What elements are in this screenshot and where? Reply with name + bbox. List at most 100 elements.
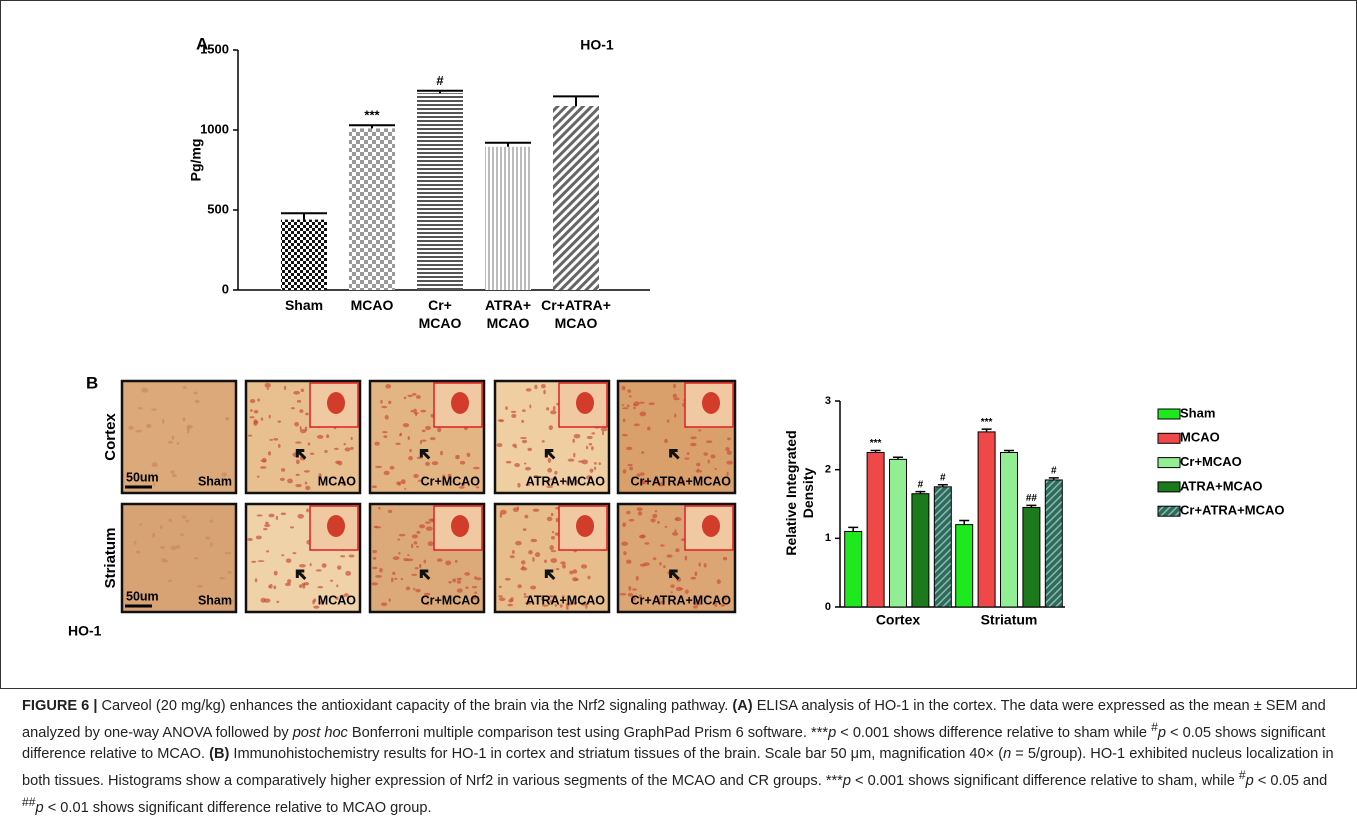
bar: [349, 128, 395, 290]
cell: [299, 409, 303, 413]
cell: [182, 515, 187, 518]
cell: [390, 466, 395, 470]
cell: [602, 431, 604, 436]
caption: FIGURE 6 | Carveol (20 mg/kg) enhances t…: [22, 696, 1337, 819]
cell: [581, 564, 587, 569]
cell: [657, 521, 660, 524]
cell: [560, 561, 565, 564]
cell: [626, 511, 631, 515]
cell: [569, 570, 573, 574]
cell: [308, 442, 311, 445]
cell: [293, 391, 300, 395]
cell: [276, 601, 279, 603]
cell: [295, 441, 302, 443]
cell: [345, 447, 351, 451]
cell: [673, 394, 677, 398]
caption-text: Bonferroni multiple comparison test usin…: [348, 725, 828, 741]
cell: [250, 409, 253, 412]
cell: [623, 419, 626, 423]
cell: [268, 451, 271, 455]
x-tick-label: Striatum: [981, 612, 1038, 628]
cell: [257, 398, 260, 401]
cell: [551, 513, 554, 516]
cell: [299, 564, 306, 568]
cell: [268, 514, 274, 518]
cell: [650, 518, 655, 522]
cell: [141, 388, 148, 393]
cell: [384, 471, 390, 475]
cell: [408, 436, 410, 440]
cell: [205, 536, 210, 539]
cell: [649, 402, 655, 405]
cell: [647, 427, 650, 431]
cell: [411, 410, 414, 412]
cell: [224, 552, 231, 554]
y-tick-label: 1: [825, 532, 831, 544]
cell: [399, 534, 406, 536]
bar: [1023, 507, 1040, 607]
cell: [310, 453, 314, 455]
cell: [322, 563, 327, 568]
error-bar: [417, 91, 463, 93]
cell: [622, 407, 629, 409]
cell: [660, 544, 665, 546]
cell: [337, 565, 341, 569]
legend-swatch: [1158, 458, 1180, 468]
cell: [672, 532, 678, 536]
cell: [574, 434, 581, 439]
cell: [407, 395, 412, 398]
cell: [549, 425, 553, 430]
cell: [378, 507, 381, 509]
caption-text: #: [1151, 720, 1158, 734]
cell: [371, 582, 378, 585]
cell: [195, 400, 200, 403]
cell: [704, 563, 707, 568]
cell: [586, 446, 588, 450]
cell: [473, 467, 480, 470]
cell: [411, 544, 413, 549]
cell: [404, 488, 406, 490]
cell: [415, 589, 420, 592]
cell: [250, 399, 256, 403]
cell: [641, 451, 644, 453]
bar: [417, 93, 463, 290]
y-tick-label: 500: [207, 201, 229, 216]
cell: [497, 443, 503, 447]
cell: [135, 430, 142, 433]
cell: [209, 520, 213, 523]
cell: [396, 482, 400, 485]
cell: [510, 555, 515, 558]
cell: [627, 464, 632, 466]
cell: [457, 588, 463, 592]
cell: [338, 461, 343, 466]
significance-label: ***: [981, 417, 993, 428]
cell: [708, 460, 710, 464]
cell: [412, 393, 417, 396]
cell: [397, 538, 400, 540]
bar: [912, 494, 929, 607]
cell: [714, 468, 716, 470]
cell: [381, 406, 387, 408]
cell: [517, 483, 520, 488]
column-label: Cr+MCAO: [421, 593, 481, 607]
cell: [591, 432, 595, 434]
column-label: Sham: [198, 593, 232, 607]
cell: [171, 545, 177, 550]
page: A B HO-1 050010001500HO-1Pg/mg***#0123Sh…: [0, 0, 1357, 825]
cell: [676, 587, 682, 591]
cell: [521, 560, 526, 564]
cell: [467, 453, 471, 457]
cell: [269, 439, 273, 441]
inset-cell: [451, 392, 469, 414]
cell: [373, 557, 377, 560]
cell: [409, 449, 411, 452]
cell: [452, 578, 456, 582]
caption-text: (B): [209, 746, 229, 762]
cell: [638, 511, 642, 515]
cell: [629, 519, 635, 522]
cell: [265, 522, 269, 525]
cell: [581, 459, 588, 464]
cell: [151, 408, 157, 410]
inset-cell: [451, 515, 469, 537]
cell: [627, 405, 630, 408]
